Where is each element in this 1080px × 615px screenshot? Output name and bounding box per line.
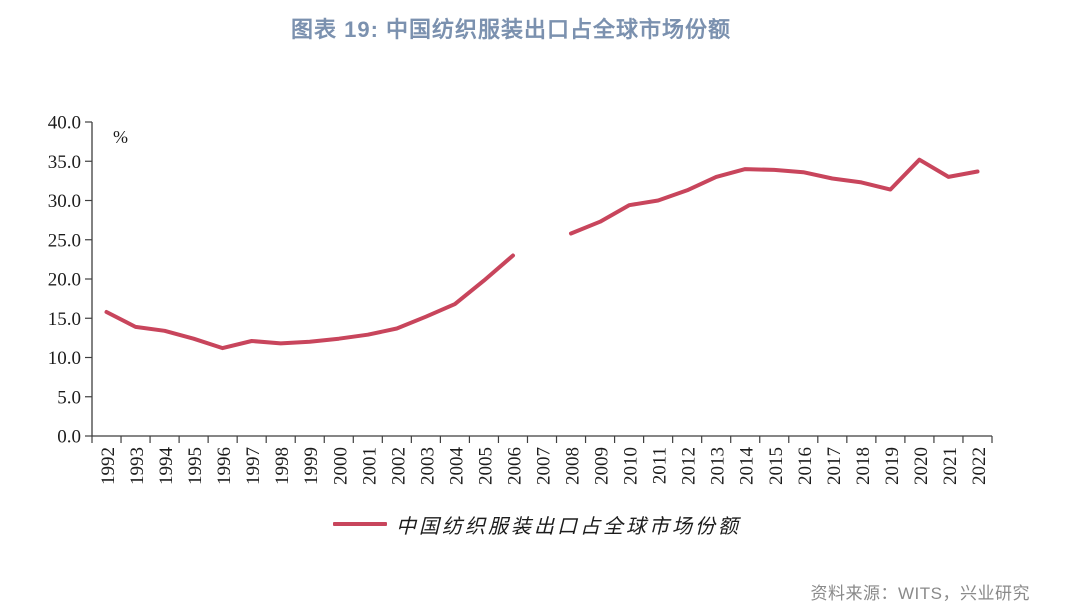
x-tick-label: 2014 <box>737 447 758 486</box>
x-tick-label: 2000 <box>330 447 351 485</box>
data-line <box>104 253 515 351</box>
x-tick-label: 2019 <box>882 447 903 485</box>
x-tick-label: 2009 <box>592 447 613 485</box>
x-tick-label: 1995 <box>185 447 206 485</box>
axis-lines <box>91 122 992 437</box>
x-tick-label: 2005 <box>475 447 496 485</box>
x-tick-label: 1993 <box>127 447 148 485</box>
x-tick-label: 1999 <box>301 447 322 485</box>
x-tick-label: 2008 <box>563 447 584 485</box>
x-tick-label: 2015 <box>766 447 787 485</box>
y-tick-label: 20.0 <box>48 270 81 291</box>
x-tick-label: 2020 <box>911 447 932 485</box>
x-tick-label: 2022 <box>969 447 990 485</box>
legend-label: 中国纺织服装出口占全球市场份额 <box>396 513 741 538</box>
y-unit-label: % <box>113 127 128 147</box>
x-tick-label: 2011 <box>650 447 671 484</box>
x-tick-label: 1996 <box>214 447 235 485</box>
legend: 中国纺织服装出口占全球市场份额 <box>0 511 1074 538</box>
x-tick-label: 2007 <box>534 447 555 485</box>
x-tick-label: 1994 <box>156 447 177 486</box>
y-tick-label: 40.0 <box>48 113 81 134</box>
x-tick-label: 2021 <box>940 447 961 485</box>
x-tick-label: 2010 <box>621 447 642 485</box>
x-tick-label: 1998 <box>272 447 293 485</box>
x-tick-label: 1997 <box>243 447 264 485</box>
chart-canvas: 0.0 5.0 10.0 15.0 20.0 25.0 30.0 35.0 40.0 1992 19… <box>48 113 993 486</box>
source-note: 资料来源：WITS，兴业研究 <box>810 584 1030 603</box>
x-tick-label: 2006 <box>504 447 525 485</box>
x-tick-label: 2004 <box>446 447 467 486</box>
y-tick-label: 35.0 <box>48 152 81 173</box>
y-tick-label: 15.0 <box>48 309 81 330</box>
x-tick-label: 2016 <box>795 447 816 485</box>
x-tick-label: 2003 <box>417 447 438 485</box>
x-tick-label: 2017 <box>824 447 845 485</box>
data-line <box>569 157 980 236</box>
x-tick-label: 1992 <box>98 447 119 485</box>
x-tick-label: 2018 <box>853 447 874 485</box>
x-tick-label: 2013 <box>708 447 729 485</box>
y-tick-label: 10.0 <box>48 348 81 369</box>
y-tick-label: 0.0 <box>57 427 81 448</box>
y-tick-label: 5.0 <box>57 387 81 408</box>
x-tick-label: 2012 <box>679 447 700 485</box>
legend-line-marker <box>333 522 387 526</box>
y-tick-label: 30.0 <box>48 191 81 212</box>
x-tick-label: 2001 <box>359 447 380 485</box>
x-tick-label: 2002 <box>388 447 409 485</box>
chart-title: 图表 19: 中国纺织服装出口占全球市场份额 <box>290 17 732 42</box>
y-tick-label: 25.0 <box>48 230 81 251</box>
